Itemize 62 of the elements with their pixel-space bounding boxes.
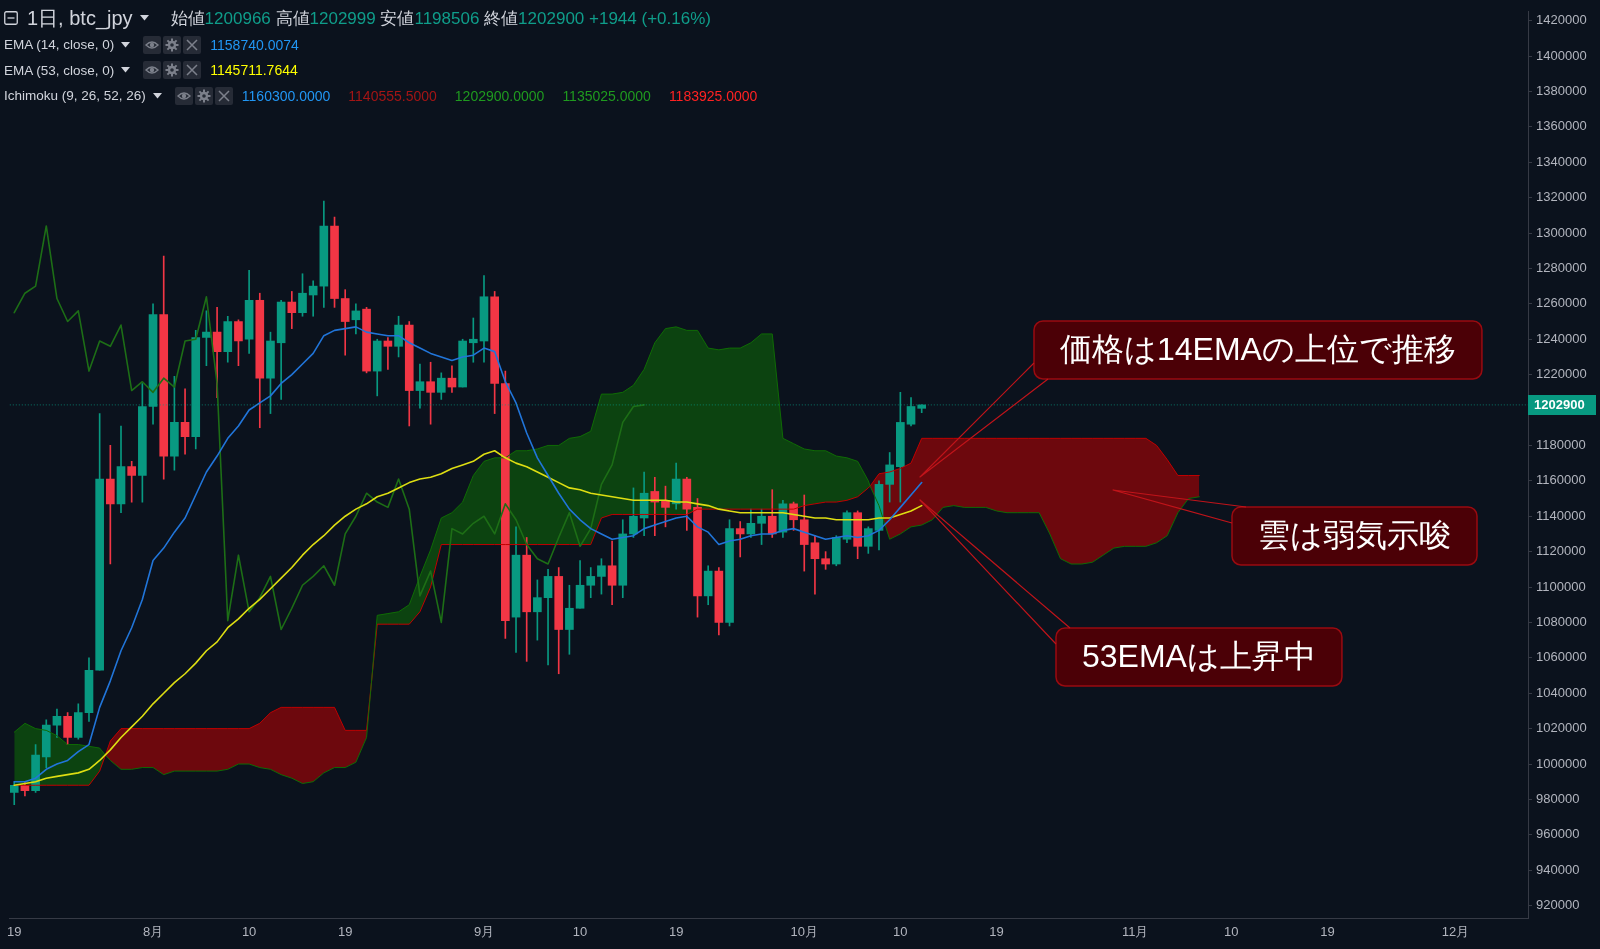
y-tick-label: 1300000	[1536, 224, 1587, 240]
y-tick-label: 1240000	[1536, 330, 1587, 346]
candlestick	[308, 280, 318, 317]
text: 始値1200966 高値1202999 安値1198506 終値1202900 +1944 (+0.16%)	[170, 8, 711, 28]
x-tick-label: 8月	[142, 924, 164, 940]
y-tick-label: 1260000	[1536, 295, 1587, 311]
annotation: 1145711.7644	[210, 62, 298, 79]
x-tick-label: 19	[337, 924, 353, 940]
y-tick-label: 1180000	[1536, 437, 1586, 453]
candlestick	[180, 388, 190, 455]
x-tick-label: 19	[7, 924, 22, 940]
y-tick-label: 1340000	[1536, 153, 1587, 169]
candlestick	[383, 337, 393, 370]
x-tick-label: 10月	[790, 924, 818, 940]
annotation: 1160300.0000	[241, 87, 331, 104]
annotation: 価格は14EMAの上位で推移	[1060, 330, 1456, 367]
x-tick-label: 19	[1320, 924, 1335, 940]
chart-title: 1日, btc_jpy	[27, 5, 133, 32]
candlestick	[735, 521, 745, 558]
x-tick-label: 19	[668, 924, 684, 940]
annotation: 1202900.0000	[454, 87, 545, 104]
x-tick-label: 12月	[1441, 924, 1470, 940]
y-tick-label: 1020000	[1536, 720, 1587, 736]
y-tick-label: 1060000	[1536, 649, 1587, 665]
x-tick-label: 9月	[473, 924, 495, 940]
annotation: 1183925.0000	[668, 87, 758, 104]
x-tick-label: 11月	[1121, 924, 1149, 940]
y-tick-label: 1420000	[1536, 12, 1587, 28]
y-tick-label: 1380000	[1536, 83, 1587, 99]
y-tick-label: 1080000	[1536, 614, 1587, 629]
y-tick-label: 1000000	[1536, 755, 1587, 771]
y-tick-label: 1040000	[1536, 684, 1587, 700]
y-tick-label: 940000	[1536, 861, 1580, 877]
candlestick	[127, 461, 137, 503]
y-tick-label: 920000	[1536, 897, 1580, 913]
annotation: EMA (14, close, 0)	[4, 37, 115, 53]
x-tick-label: 10	[1224, 924, 1239, 940]
y-tick-label: 1400000	[1536, 47, 1587, 63]
candlestick	[468, 317, 478, 363]
annotation: 雲は弱気示唆	[1258, 516, 1451, 553]
annotation: 1140555.5000	[348, 87, 437, 104]
y-tick-label: 960000	[1536, 826, 1580, 842]
y-tick-label: 980000	[1536, 790, 1580, 806]
y-tick-label: 1100000	[1536, 578, 1586, 594]
y-tick-label: 1140000	[1536, 507, 1586, 523]
y-tick-label: 1160000	[1536, 472, 1586, 488]
annotation: 1158740.0074	[210, 36, 299, 53]
annotation: 1135025.0000	[562, 87, 651, 104]
x-tick-label: 10	[572, 924, 588, 940]
annotation: EMA (53, close, 0)	[4, 62, 115, 78]
annotation: 53EMAは上昇中	[1082, 637, 1316, 674]
y-tick-label: 1220000	[1536, 366, 1587, 382]
annotation: Ichimoku (9, 26, 52, 26)	[4, 88, 146, 104]
x-tick-label: 10	[893, 924, 908, 940]
y-tick-label: 1360000	[1536, 118, 1587, 134]
y-tick-label: 1120000	[1536, 543, 1586, 559]
ref-line-label: 1202900	[1534, 397, 1585, 413]
y-tick-label: 1280000	[1536, 260, 1587, 276]
y-tick-label: 1320000	[1536, 189, 1587, 205]
x-tick-label: 19	[989, 924, 1004, 940]
candlestick	[543, 569, 553, 666]
x-tick-label: 10	[241, 924, 257, 940]
